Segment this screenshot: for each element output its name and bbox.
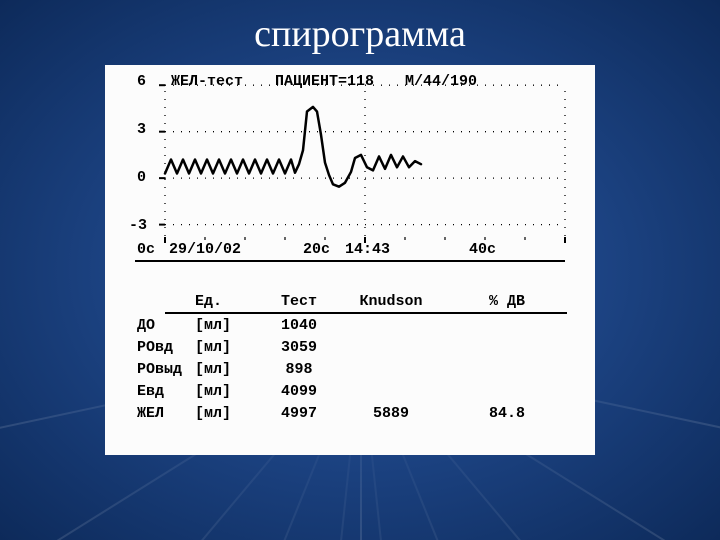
table-row: РОвд[мл]3059	[105, 336, 595, 358]
header-test-name: ЖЕЛ-тест	[171, 73, 243, 90]
x-time: 14:43	[345, 241, 390, 258]
col-knudson: Кnudson	[345, 293, 437, 310]
x-date: 29/10/02	[169, 241, 241, 258]
table-body: ДО[мл]1040РОвд[мл]3059РОвыд[мл]898Евд[мл…	[105, 314, 595, 424]
cell-pct: 84.8	[437, 405, 533, 422]
cell-knudson: 5889	[345, 405, 437, 422]
header-patient: ПАЦИЕНТ=118	[275, 73, 374, 90]
cell-unit: [мл]	[195, 339, 253, 356]
table-row: РОвыд[мл]898	[105, 358, 595, 380]
cell-name: ЖЕЛ	[105, 405, 195, 422]
slide-title: спирограмма	[0, 12, 720, 56]
col-pct: % ДВ	[437, 293, 533, 310]
cell-test: 4099	[253, 383, 345, 400]
y-tick-n3: -3	[129, 217, 147, 234]
y-tick-6: 6	[137, 73, 146, 90]
header-extra: М/44/190	[405, 73, 477, 90]
col-unit: Ед.	[195, 293, 253, 310]
cell-name: Евд	[105, 383, 195, 400]
cell-name: ДО	[105, 317, 195, 334]
spirogram-panel: 6 3 0 -3 ЖЕЛ-тест ПАЦИЕНТ=118 М/44/190 0…	[105, 65, 595, 455]
table-row: ЖЕЛ[мл]4997588984.8	[105, 402, 595, 424]
table-row: Евд[мл]4099	[105, 380, 595, 402]
cell-name: РОвд	[105, 339, 195, 356]
cell-unit: [мл]	[195, 317, 253, 334]
col-test: Тест	[253, 293, 345, 310]
table-row: ДО[мл]1040	[105, 314, 595, 336]
y-tick-0: 0	[137, 169, 146, 186]
x-tick-0c: 0с	[137, 241, 155, 258]
cell-test: 4997	[253, 405, 345, 422]
results-table: Ед. Тест Кnudson % ДВ ДО[мл]1040РОвд[мл]…	[105, 290, 595, 424]
cell-test: 898	[253, 361, 345, 378]
cell-test: 1040	[253, 317, 345, 334]
cell-name: РОвыд	[105, 361, 195, 378]
cell-test: 3059	[253, 339, 345, 356]
spirogram-chart: 6 3 0 -3 ЖЕЛ-тест ПАЦИЕНТ=118 М/44/190 0…	[105, 65, 595, 290]
cell-unit: [мл]	[195, 405, 253, 422]
cell-unit: [мл]	[195, 383, 253, 400]
x-tick-20c: 20с	[303, 241, 330, 258]
y-tick-3: 3	[137, 121, 146, 138]
table-header-row: Ед. Тест Кnudson % ДВ	[105, 290, 595, 312]
x-tick-40c: 40с	[469, 241, 496, 258]
cell-unit: [мл]	[195, 361, 253, 378]
